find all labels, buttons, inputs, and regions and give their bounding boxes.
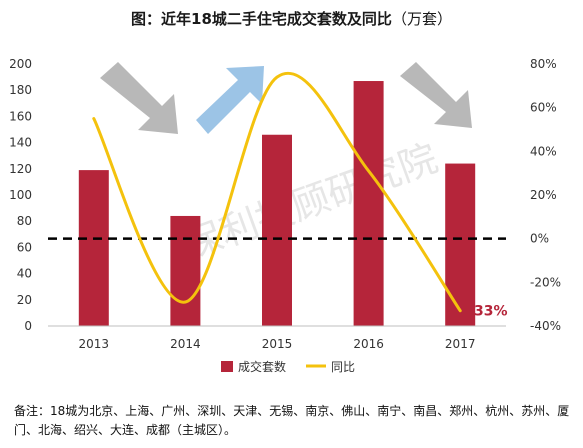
legend-bar-swatch: [221, 361, 233, 372]
bar-2015: [262, 134, 292, 326]
chart-title: 图：近年18城二手住宅成交套数及同比（万套）: [0, 8, 583, 29]
footnote-text: 18城为北京、上海、广州、深圳、天津、无锡、南京、佛山、南宁、南昌、郑州、杭州、…: [14, 404, 570, 437]
x-tick-label: 2016: [353, 337, 384, 351]
bar-2017: [445, 163, 476, 326]
y-right-tick-label: 20%: [530, 188, 557, 202]
y-left-tick-label: 180: [9, 83, 32, 97]
y-left-tick-label: 60: [17, 240, 32, 254]
x-tick-label: 2013: [79, 337, 110, 351]
trend-arrow-down-1: [100, 62, 178, 134]
y-right-tick-label: 60%: [530, 101, 557, 115]
y-left-tick-label: 140: [9, 136, 32, 150]
footnote-prefix: 备注：: [14, 404, 51, 418]
y-left-tick-label: 0: [24, 319, 32, 333]
yoy-line: [92, 71, 462, 313]
bar-2016: [353, 81, 384, 326]
trend-arrow-down-2: [400, 62, 472, 128]
y-right-tick-label: -40%: [530, 319, 561, 333]
y-left-tick-label: 20: [17, 293, 32, 307]
y-left-tick-label: 100: [9, 188, 32, 202]
callout-label: -33%: [468, 304, 507, 320]
x-tick-label: 2014: [170, 337, 201, 351]
y-right-tick-label: 0%: [530, 232, 549, 246]
y-right-tick-label: 40%: [530, 144, 557, 158]
trend-arrow-up: [196, 66, 264, 134]
legend-line-label: 同比: [331, 360, 355, 374]
y-left-tick-label: 160: [9, 109, 32, 123]
y-left-tick-label: 40: [17, 267, 32, 281]
y-left-tick-label: 200: [9, 57, 32, 71]
chart-title-main: 图：近年18城二手住宅成交套数及同比: [131, 10, 392, 28]
x-tick-label: 2015: [262, 337, 293, 351]
y-left-tick-label: 80: [17, 214, 32, 228]
y-right-tick-label: 80%: [530, 57, 557, 71]
legend-bar-label: 成交套数: [238, 359, 286, 374]
bar-2013: [78, 170, 109, 326]
y-right-tick-label: -20%: [530, 275, 561, 289]
x-tick-label: 2017: [445, 337, 476, 351]
watermark: 保利投顾研究院: [178, 136, 443, 268]
bar-2014: [170, 215, 201, 326]
y-left-tick-label: 120: [9, 162, 32, 176]
footnote: 备注：18城为北京、上海、广州、深圳、天津、无锡、南京、佛山、南宁、南昌、郑州、…: [14, 402, 576, 440]
chart-title-unit: （万套）: [391, 10, 452, 28]
